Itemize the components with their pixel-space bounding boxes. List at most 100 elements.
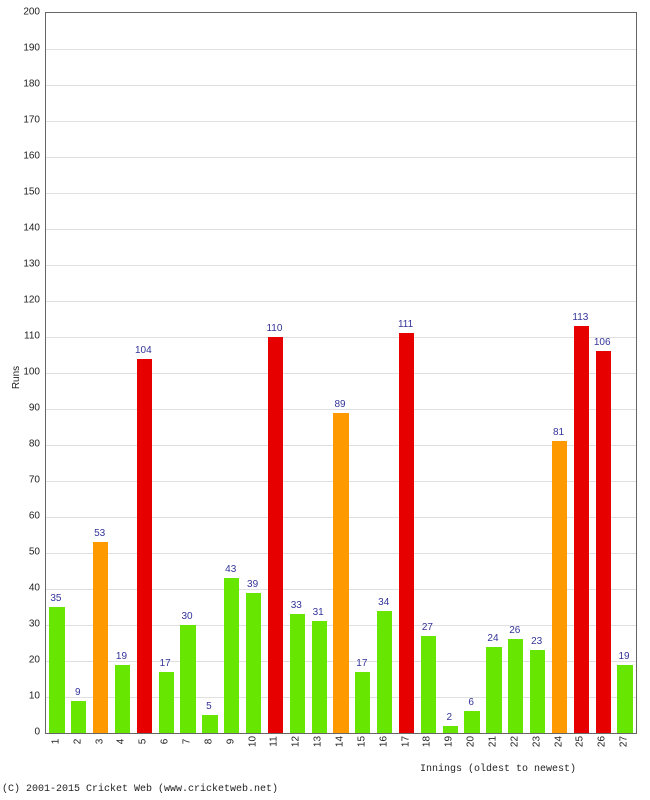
bar	[312, 621, 327, 733]
x-tick-label: 12	[291, 732, 302, 752]
x-tick-label: 21	[487, 732, 498, 752]
bar	[290, 614, 305, 733]
bar-value-label: 24	[487, 633, 498, 644]
x-tick-label: 7	[182, 732, 193, 752]
y-tick-label: 120	[10, 295, 40, 306]
bar-value-label: 110	[266, 323, 282, 334]
bar-value-label: 17	[160, 658, 171, 669]
bar	[333, 413, 348, 733]
gridline	[46, 229, 636, 230]
bar	[246, 593, 261, 733]
bar	[530, 650, 545, 733]
bar	[574, 326, 589, 733]
bar	[399, 333, 414, 733]
y-tick-label: 40	[10, 583, 40, 594]
x-tick-label: 27	[619, 732, 630, 752]
y-tick-label: 160	[10, 151, 40, 162]
bar-value-label: 30	[181, 611, 192, 622]
x-tick-label: 23	[531, 732, 542, 752]
bar-value-label: 34	[378, 597, 389, 608]
gridline	[46, 85, 636, 86]
bar	[617, 665, 632, 733]
bar	[224, 578, 239, 733]
x-tick-label: 24	[553, 732, 564, 752]
bar-value-label: 81	[553, 427, 564, 438]
bar-value-label: 111	[398, 319, 413, 330]
bar	[137, 359, 152, 733]
gridline	[46, 337, 636, 338]
bar	[268, 337, 283, 733]
x-tick-label: 11	[269, 732, 280, 752]
x-tick-label: 10	[247, 732, 258, 752]
bar-value-label: 19	[619, 651, 630, 662]
y-tick-label: 0	[10, 727, 40, 738]
x-tick-label: 22	[509, 732, 520, 752]
gridline	[46, 157, 636, 158]
x-tick-label: 9	[225, 732, 236, 752]
bar-value-label: 106	[594, 337, 611, 348]
gridline	[46, 49, 636, 50]
bar	[596, 351, 611, 733]
x-tick-label: 19	[444, 732, 455, 752]
x-tick-label: 25	[575, 732, 586, 752]
y-tick-label: 140	[10, 223, 40, 234]
x-tick-label: 8	[203, 732, 214, 752]
y-tick-label: 100	[10, 367, 40, 378]
x-tick-label: 15	[356, 732, 367, 752]
chart-container: Runs Innings (oldest to newest) (C) 2001…	[0, 0, 650, 800]
bar-value-label: 113	[572, 312, 588, 323]
gridline	[46, 121, 636, 122]
bar	[355, 672, 370, 733]
bar-value-label: 17	[356, 658, 367, 669]
bar	[377, 611, 392, 733]
bar-value-label: 5	[206, 701, 212, 712]
y-tick-label: 190	[10, 43, 40, 54]
bar-value-label: 9	[75, 687, 81, 698]
bar-value-label: 19	[116, 651, 127, 662]
bar-value-label: 27	[422, 622, 433, 633]
y-tick-label: 150	[10, 187, 40, 198]
x-tick-label: 4	[116, 732, 127, 752]
y-tick-label: 10	[10, 691, 40, 702]
bar	[159, 672, 174, 733]
y-tick-label: 80	[10, 439, 40, 450]
bar	[202, 715, 217, 733]
bar-value-label: 2	[446, 712, 452, 723]
bar-value-label: 23	[531, 636, 542, 647]
x-tick-label: 6	[160, 732, 171, 752]
y-tick-label: 110	[10, 331, 40, 342]
bar-value-label: 89	[334, 399, 345, 410]
bar-value-label: 6	[468, 697, 474, 708]
x-tick-label: 26	[597, 732, 608, 752]
x-tick-label: 20	[466, 732, 477, 752]
bar-value-label: 53	[94, 528, 105, 539]
bar-value-label: 39	[247, 579, 258, 590]
bar	[93, 542, 108, 733]
bar-value-label: 31	[313, 607, 324, 618]
bar-value-label: 26	[509, 625, 520, 636]
x-tick-label: 3	[94, 732, 105, 752]
bar	[486, 647, 501, 733]
x-tick-label: 14	[335, 732, 346, 752]
x-axis-label: Innings (oldest to newest)	[420, 764, 576, 775]
bar-value-label: 33	[291, 600, 302, 611]
x-tick-label: 18	[422, 732, 433, 752]
bar	[552, 441, 567, 733]
gridline	[46, 373, 636, 374]
bar	[508, 639, 523, 733]
y-tick-label: 180	[10, 79, 40, 90]
y-tick-label: 60	[10, 511, 40, 522]
bar	[49, 607, 64, 733]
bar-value-label: 35	[50, 593, 61, 604]
gridline	[46, 265, 636, 266]
plot-area	[45, 12, 637, 734]
y-tick-label: 90	[10, 403, 40, 414]
bar-value-label: 104	[135, 345, 152, 356]
gridline	[46, 193, 636, 194]
bar	[464, 711, 479, 733]
bar	[421, 636, 436, 733]
x-tick-label: 13	[313, 732, 324, 752]
y-tick-label: 20	[10, 655, 40, 666]
gridline	[46, 301, 636, 302]
y-tick-label: 70	[10, 475, 40, 486]
